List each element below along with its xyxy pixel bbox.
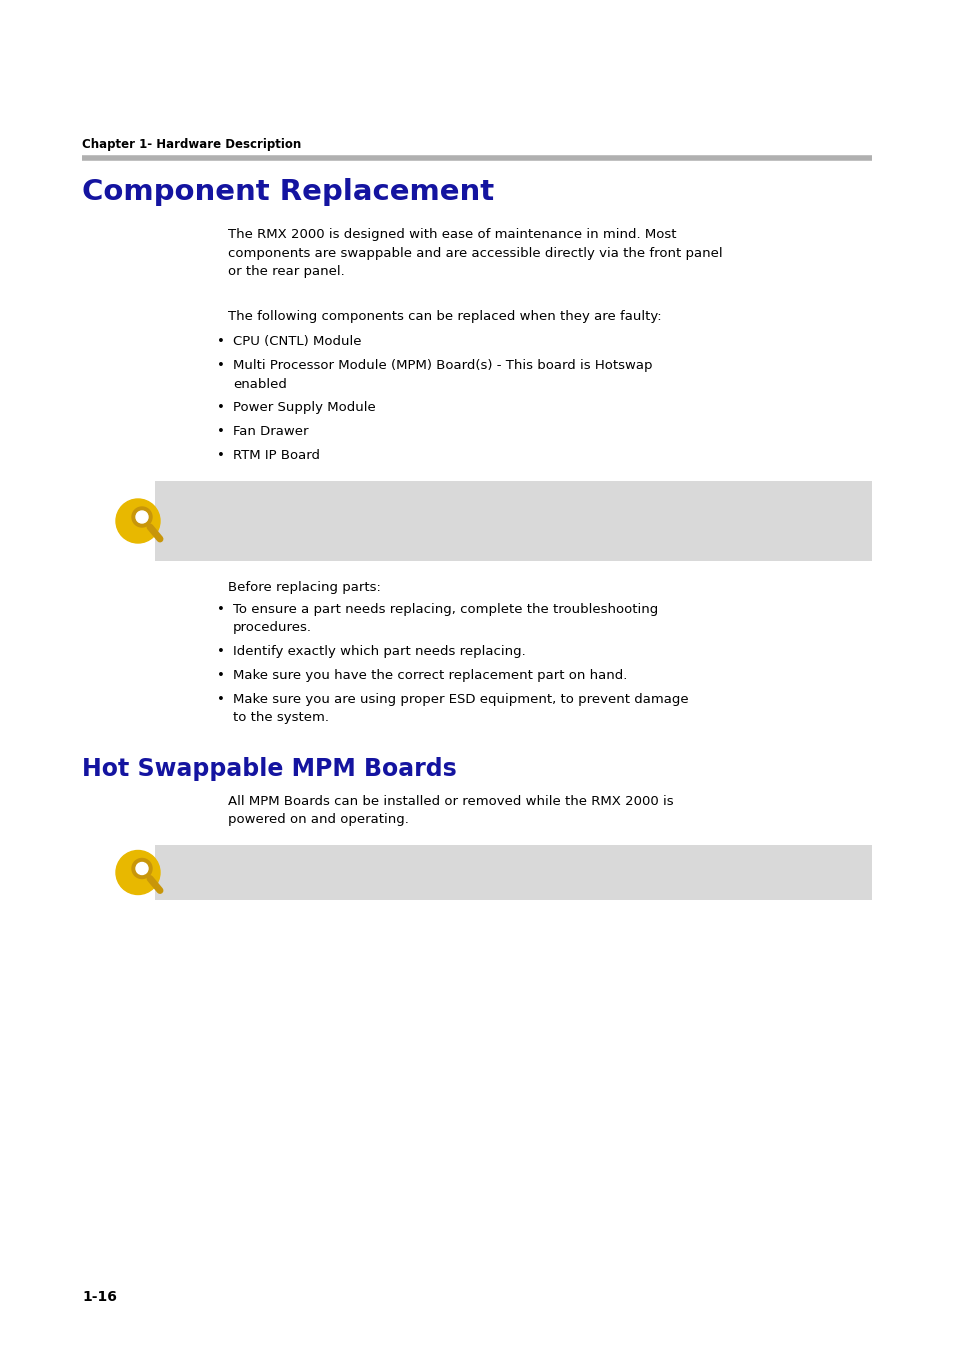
Text: Fan Drawer: Fan Drawer — [233, 425, 308, 437]
Text: •: • — [216, 693, 225, 706]
Text: Make sure you are using proper ESD equipment, to prevent damage
to the system.: Make sure you are using proper ESD equip… — [233, 693, 688, 725]
Text: All MPM Boards can be installed or removed while the RMX 2000 is
powered on and : All MPM Boards can be installed or remov… — [228, 795, 673, 826]
Text: Multi Processor Module (MPM) Board(s) - This board is Hotswap
enabled: Multi Processor Module (MPM) Board(s) - … — [233, 359, 652, 390]
Text: 1-16: 1-16 — [82, 1291, 117, 1304]
Text: The RMX 2000 is designed with ease of maintenance in mind. Most
components are s: The RMX 2000 is designed with ease of ma… — [228, 228, 721, 278]
Text: •: • — [216, 645, 225, 657]
Text: To ensure a part needs replacing, complete the troubleshooting
procedures.: To ensure a part needs replacing, comple… — [233, 603, 658, 634]
Text: RTM IP Board: RTM IP Board — [233, 450, 319, 462]
Text: Component Replacement: Component Replacement — [82, 178, 494, 207]
Text: •: • — [216, 335, 225, 348]
Circle shape — [132, 859, 152, 879]
Text: •: • — [216, 670, 225, 682]
Circle shape — [132, 508, 152, 526]
Text: Power Supply Module: Power Supply Module — [233, 401, 375, 414]
Bar — [154, 481, 871, 562]
Text: •: • — [216, 401, 225, 414]
Circle shape — [136, 512, 148, 522]
Circle shape — [116, 500, 160, 543]
Circle shape — [116, 850, 160, 895]
Text: •: • — [216, 359, 225, 373]
Text: Hot Swappable MPM Boards: Hot Swappable MPM Boards — [82, 757, 456, 782]
Text: The following components can be replaced when they are faulty:: The following components can be replaced… — [228, 310, 661, 323]
Text: •: • — [216, 450, 225, 462]
Text: •: • — [216, 603, 225, 616]
Text: Before replacing parts:: Before replacing parts: — [228, 580, 380, 594]
Text: Identify exactly which part needs replacing.: Identify exactly which part needs replac… — [233, 645, 525, 657]
Text: Chapter 1- Hardware Description: Chapter 1- Hardware Description — [82, 138, 301, 151]
Circle shape — [136, 863, 148, 875]
Text: CPU (CNTL) Module: CPU (CNTL) Module — [233, 335, 361, 348]
Bar — [154, 845, 871, 900]
Text: •: • — [216, 425, 225, 437]
Text: Make sure you have the correct replacement part on hand.: Make sure you have the correct replaceme… — [233, 670, 627, 682]
